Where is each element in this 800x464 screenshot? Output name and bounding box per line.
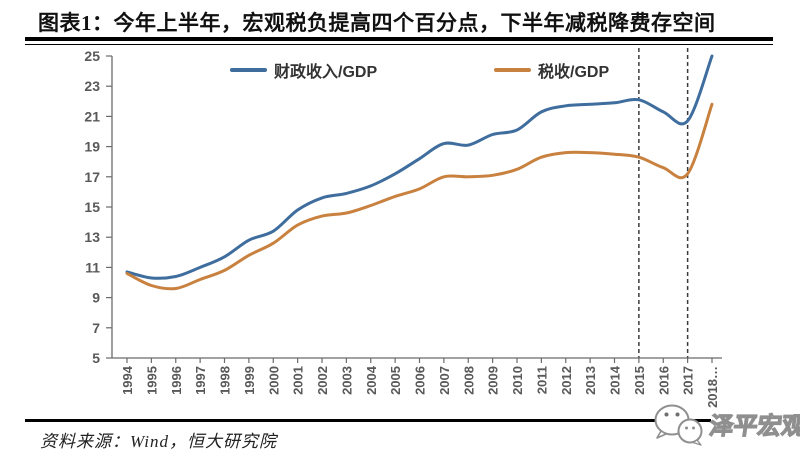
series-line-1	[125, 102, 714, 291]
watermark: 泽平宏观	[650, 399, 800, 449]
title-rule	[25, 37, 773, 41]
series-line-0	[125, 54, 714, 280]
y-tick-label: 13	[84, 229, 100, 245]
x-tick-label: 2004	[364, 365, 379, 395]
y-tick-label: 19	[84, 139, 100, 155]
x-tick-label: 2001	[291, 366, 306, 395]
y-tick-label: 9	[92, 290, 100, 306]
y-tick-label: 25	[84, 48, 100, 64]
x-tick-label: 1996	[169, 366, 184, 395]
y-tick-label: 21	[84, 108, 100, 124]
chat-bubbles-icon	[654, 404, 703, 446]
footer-rule	[25, 419, 711, 422]
x-tick-label: 2009	[486, 366, 501, 395]
y-tick-label: 5	[92, 350, 100, 366]
x-tick-label: 2006	[413, 366, 428, 395]
x-tick-label: 2005	[388, 366, 403, 395]
x-tick-label: 1998	[218, 366, 233, 395]
x-tick-label: 1999	[242, 366, 257, 395]
x-tick-label: 2013	[583, 366, 598, 395]
x-tick-label: 1995	[144, 366, 159, 395]
x-tick-label: 2010	[510, 366, 525, 395]
title-rule-thin	[25, 44, 773, 45]
y-tick-label: 11	[85, 259, 100, 275]
y-tick-label: 17	[84, 169, 100, 185]
y-tick-label: 15	[84, 199, 100, 215]
x-tick-label: 2011	[534, 366, 549, 394]
x-tick-label: 2002	[315, 366, 330, 395]
x-tick-label: 2016	[656, 366, 671, 395]
x-tick-label: 2015	[632, 366, 647, 395]
x-tick-label: 1994	[120, 365, 135, 395]
x-tick-label: 2008	[461, 366, 476, 395]
legend-label: 税收/GDP	[538, 64, 610, 81]
legend-swatch-orange	[494, 68, 531, 72]
legend-item-tax: 税收/GDP	[494, 58, 609, 82]
x-tick-label: 1997	[193, 366, 208, 395]
x-tick-label: 2017	[681, 366, 696, 395]
source-note: 资料来源：Wind，恒大研究院	[40, 432, 277, 451]
x-tick-label: 2003	[339, 366, 354, 395]
watermark-label: 泽平宏观	[707, 412, 800, 440]
y-tick-label: 23	[84, 78, 100, 94]
x-tick-label: 2007	[437, 366, 452, 395]
legend-item-fiscal-revenue: 财政收入/GDP	[230, 58, 377, 82]
legend-swatch-blue	[230, 68, 267, 72]
chart-title: 图表1：今年上半年，宏观税负提高四个百分点，下半年减税降费存空间	[38, 11, 716, 35]
x-tick-label: 2014	[608, 365, 623, 395]
line-chart: 5 7 9 11 13 15 17 19 21 23 25 1994 1995 1996 1997 1998 1…	[84, 48, 722, 408]
legend-label: 财政收入/GDP	[274, 64, 378, 81]
x-tick-label: 2018…	[705, 366, 720, 408]
y-tick-label: 7	[92, 320, 100, 336]
x-tick-label: 2012	[559, 366, 574, 395]
x-tick-label: 2000	[266, 366, 281, 395]
